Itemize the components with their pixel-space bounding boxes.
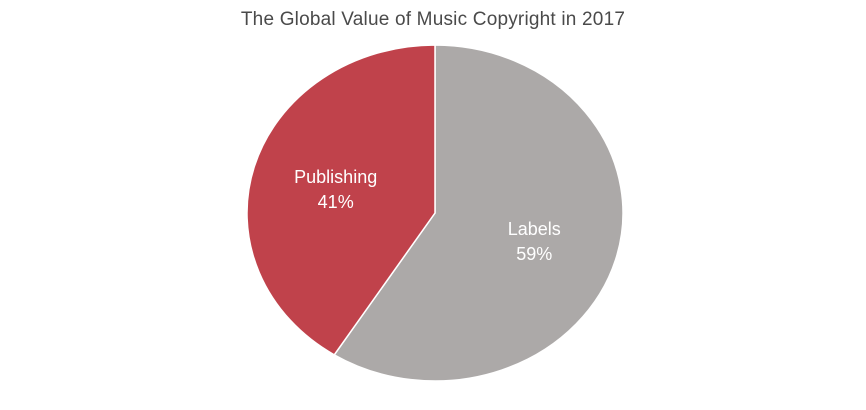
pie-label-labels: Labels <box>508 219 561 239</box>
pie-labels: Labels 59% Publishing 41% <box>294 167 561 264</box>
pie-slice-publishing <box>246 44 436 356</box>
pie-slices <box>246 44 624 382</box>
pie-label-publishing: Publishing <box>294 167 377 187</box>
chart-title: The Global Value of Music Copyright in 2… <box>240 9 626 30</box>
pie-slice-labels <box>333 44 624 382</box>
pie-value-labels: 59% <box>516 244 552 264</box>
pie-value-publishing: 41% <box>318 192 354 212</box>
